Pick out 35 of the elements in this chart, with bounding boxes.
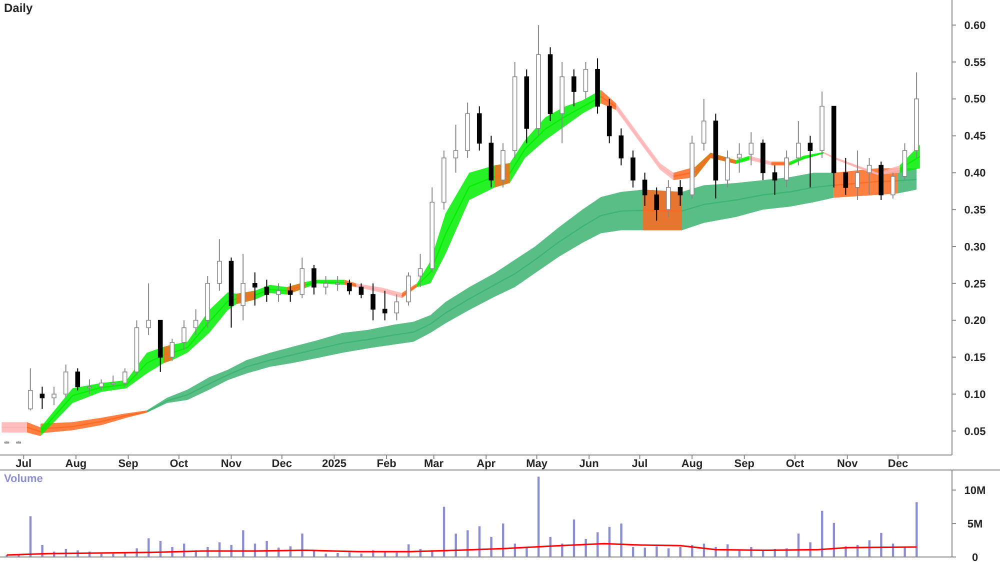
- y-tick-label: 0: [972, 552, 978, 562]
- y-tick-label: 0.45: [964, 130, 986, 143]
- x-tick-label: Aug: [65, 458, 87, 470]
- x-tick-label: 2025: [322, 458, 346, 470]
- y-tick-label: 0.20: [964, 315, 986, 328]
- x-tick-label: Jul: [16, 458, 32, 470]
- x-tick-label: Mar: [424, 458, 444, 470]
- y-axis-title: Volume: [4, 473, 43, 485]
- y-tick-label: 0.30: [964, 241, 986, 254]
- y-tick-label: 5M: [967, 518, 983, 530]
- y-tick-label: 0.35: [964, 204, 986, 216]
- x-tick-label: Oct: [786, 458, 805, 470]
- y-tick-label: 10M: [964, 484, 986, 497]
- x-tick-label: Nov: [220, 458, 243, 470]
- x-tick-label: Dec: [888, 458, 908, 470]
- y-tick-label: 0.50: [964, 94, 986, 106]
- y-tick-label: 0.25: [964, 278, 986, 290]
- y-tick-label: 0.60: [964, 20, 986, 32]
- y-tick-label: 0.55: [964, 56, 986, 69]
- x-tick-label: Feb: [376, 458, 397, 470]
- x-tick-label: Jun: [579, 458, 600, 470]
- x-tick-label: Oct: [170, 458, 188, 470]
- y-tick-label: 0.40: [964, 168, 986, 180]
- x-tick-label: Nov: [836, 458, 859, 470]
- x-tick-label: Sep: [734, 458, 755, 470]
- x-tick-label: May: [526, 458, 548, 470]
- x-tick-label: Dec: [272, 458, 292, 470]
- chart-title: Daily: [4, 1, 34, 15]
- x-tick-label: Sep: [118, 458, 139, 470]
- x-tick-label: Jul: [632, 458, 648, 470]
- y-tick-label: 0.05: [964, 426, 986, 438]
- x-tick-label: Aug: [681, 458, 703, 470]
- y-tick-label: 0.10: [964, 388, 986, 401]
- y-tick-label: 0.15: [964, 352, 986, 364]
- x-tick-label: Apr: [476, 458, 496, 470]
